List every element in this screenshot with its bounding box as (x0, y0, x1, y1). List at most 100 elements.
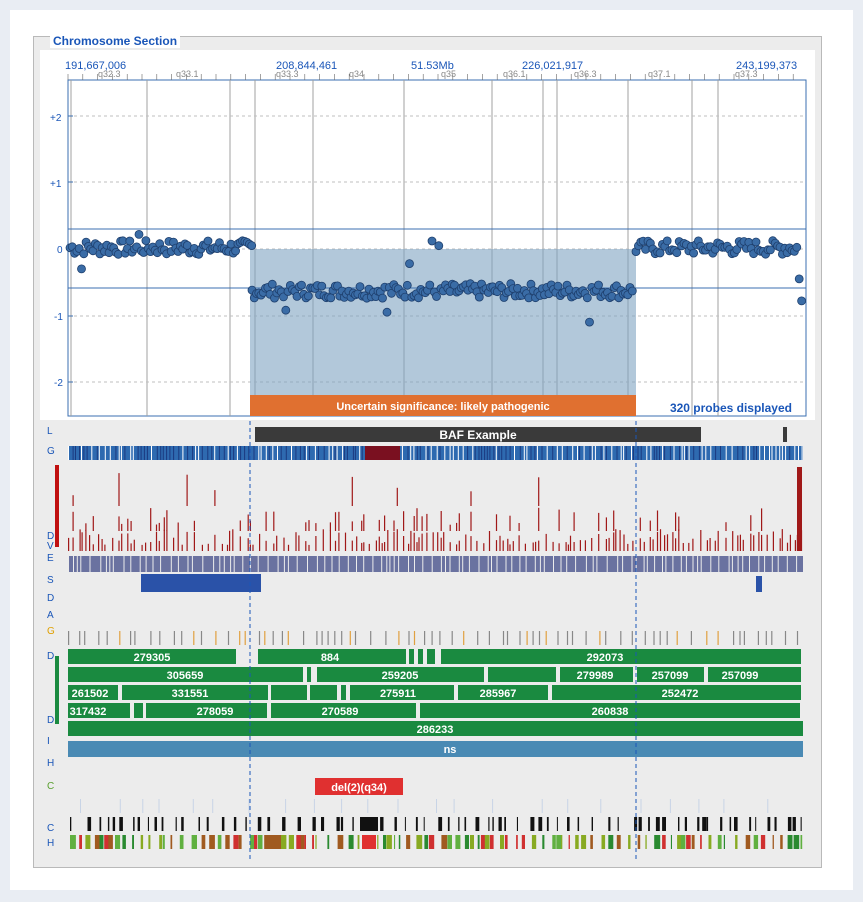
color-bar (257, 835, 263, 849)
cnv-segment (307, 667, 311, 682)
dgv-tick (569, 535, 572, 551)
color-bar (265, 835, 281, 849)
color-bar (99, 835, 104, 849)
barcode-bar (312, 817, 316, 831)
exon-gap (685, 556, 687, 572)
segdup-bar-1[interactable] (141, 574, 261, 592)
probe-point (355, 282, 365, 292)
probe-point (267, 279, 277, 289)
classification-bar[interactable] (250, 395, 636, 416)
dgv-tick (538, 507, 540, 531)
dgv-tick (538, 540, 540, 551)
dgv-tick (758, 532, 760, 551)
gene-stripe (207, 446, 209, 460)
color-bar (800, 835, 803, 849)
snp-tick (303, 631, 305, 645)
dgv-tick (598, 512, 600, 531)
probe-point (134, 229, 144, 239)
exon-gap (731, 556, 733, 572)
segdup-bar-2[interactable] (756, 576, 762, 592)
dgv-tick (315, 536, 317, 551)
baf-example-bar[interactable] (255, 427, 701, 442)
color-bar (225, 835, 230, 849)
exon-gap (177, 556, 179, 572)
cnv-label: 292073 (587, 652, 624, 664)
barcode-bar (638, 817, 642, 831)
exon-gap (662, 556, 663, 572)
exon-gap (445, 556, 446, 572)
dgv-tick (381, 543, 383, 551)
probe-point (378, 293, 387, 303)
dgv-tick (287, 544, 290, 551)
barcode-bar (567, 817, 570, 831)
gene-stripe (253, 446, 255, 460)
gene-stripe (96, 446, 98, 460)
gene-stripe (501, 446, 503, 460)
black-barcode-track[interactable] (70, 817, 802, 831)
gene-stripe (561, 446, 563, 460)
dgv-tick (351, 476, 353, 506)
probe-point (792, 242, 802, 252)
gene-stripe (323, 446, 325, 460)
color-bar (233, 835, 239, 849)
snp-tick (321, 631, 323, 645)
dgv-track[interactable] (68, 467, 803, 551)
gene-stripe (336, 446, 338, 460)
snp-tick (538, 631, 541, 645)
exon-gap (592, 556, 594, 572)
del-chip[interactable] (315, 778, 403, 795)
gene-stripe (182, 446, 184, 460)
dgv-tick (772, 531, 774, 551)
dgv-tick (797, 467, 802, 551)
gene-track[interactable] (68, 446, 803, 460)
barcode-bar (678, 817, 680, 831)
color-bar (398, 835, 401, 849)
gene-stripe (291, 446, 292, 460)
exon-gap (803, 556, 804, 572)
barcode-bar (87, 817, 92, 831)
dgv-tick (273, 543, 275, 551)
dgv-tick (416, 508, 418, 531)
color-bar (700, 835, 702, 849)
cnv-green-track[interactable]: 279305 884 292073 305659 259205 279989 257099 2… (68, 649, 803, 736)
probe-point (751, 237, 761, 247)
dgv-tick (298, 535, 300, 551)
dgv-tick (656, 531, 659, 551)
snp-tick (287, 631, 289, 645)
y-tick-minus2: -2 (54, 378, 63, 389)
exon-gap (389, 556, 391, 572)
dgv-tick (766, 534, 768, 551)
copy-number-plot[interactable]: 191,667,006 208,844,461 51.53Mb 226,021,… (40, 50, 815, 420)
faint-tick (767, 799, 769, 813)
dgv-tick (150, 542, 152, 551)
ns-bar[interactable] (68, 741, 803, 757)
snp-tick (585, 631, 587, 645)
dgv-tick (725, 522, 727, 531)
deletion-region[interactable] (250, 249, 636, 395)
cnv-segment (146, 703, 267, 718)
track-label: D (47, 593, 54, 604)
color-bar (386, 835, 392, 849)
probe-point (672, 248, 682, 258)
exon-track-base (68, 556, 803, 572)
cnv-segment (310, 685, 337, 700)
cnv-segment (68, 685, 118, 700)
dgv-tick (130, 543, 132, 551)
barcode-bar (792, 817, 796, 831)
gene-stripe (467, 446, 469, 460)
exon-track[interactable] (68, 556, 804, 572)
dgv-tick (186, 531, 188, 551)
dgv-tick (584, 540, 586, 551)
exon-gap (257, 556, 259, 572)
track-label: A (47, 610, 54, 621)
colored-barcode-track[interactable] (70, 835, 803, 849)
snp-tick (327, 631, 329, 645)
gene-stripe (236, 446, 238, 460)
probe-point (405, 259, 414, 269)
dgv-tick (229, 530, 231, 551)
color-bar (108, 835, 113, 849)
exon-gap (408, 556, 409, 572)
dgv-tick (68, 537, 70, 551)
snp-tick (757, 631, 759, 645)
